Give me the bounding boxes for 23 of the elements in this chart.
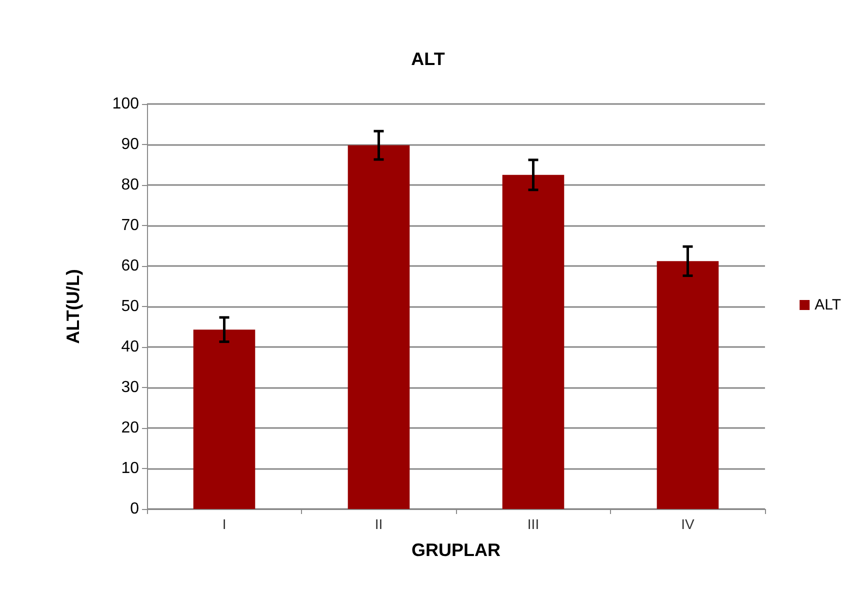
y-tick-label: 10 — [121, 460, 140, 477]
bar — [656, 261, 719, 509]
y-tick-label: 70 — [121, 217, 140, 234]
y-tick-label: 100 — [112, 96, 140, 112]
y-tick-label: 40 — [121, 338, 140, 356]
bar — [193, 330, 256, 509]
chart-title: ALT — [411, 49, 445, 69]
x-tick-label: II — [374, 516, 383, 532]
legend-label: ALT — [814, 296, 842, 314]
x-tick-label: IV — [681, 516, 696, 532]
x-tick-label: III — [527, 516, 540, 532]
y-tick-label: 20 — [121, 420, 140, 436]
y-tick-label: 0 — [130, 500, 140, 518]
bar — [502, 174, 564, 509]
x-axis-title: GRUPLAR — [412, 540, 500, 560]
y-tick-label: 60 — [121, 258, 140, 274]
x-tick-label: I — [222, 516, 226, 532]
y-tick-label: 90 — [121, 136, 140, 153]
y-tick-label: 80 — [121, 176, 140, 194]
y-tick-label: 50 — [121, 298, 140, 315]
y-axis-title: ALT(U/L) — [63, 269, 83, 344]
bar — [348, 145, 410, 509]
y-tick-label: 30 — [121, 379, 140, 396]
